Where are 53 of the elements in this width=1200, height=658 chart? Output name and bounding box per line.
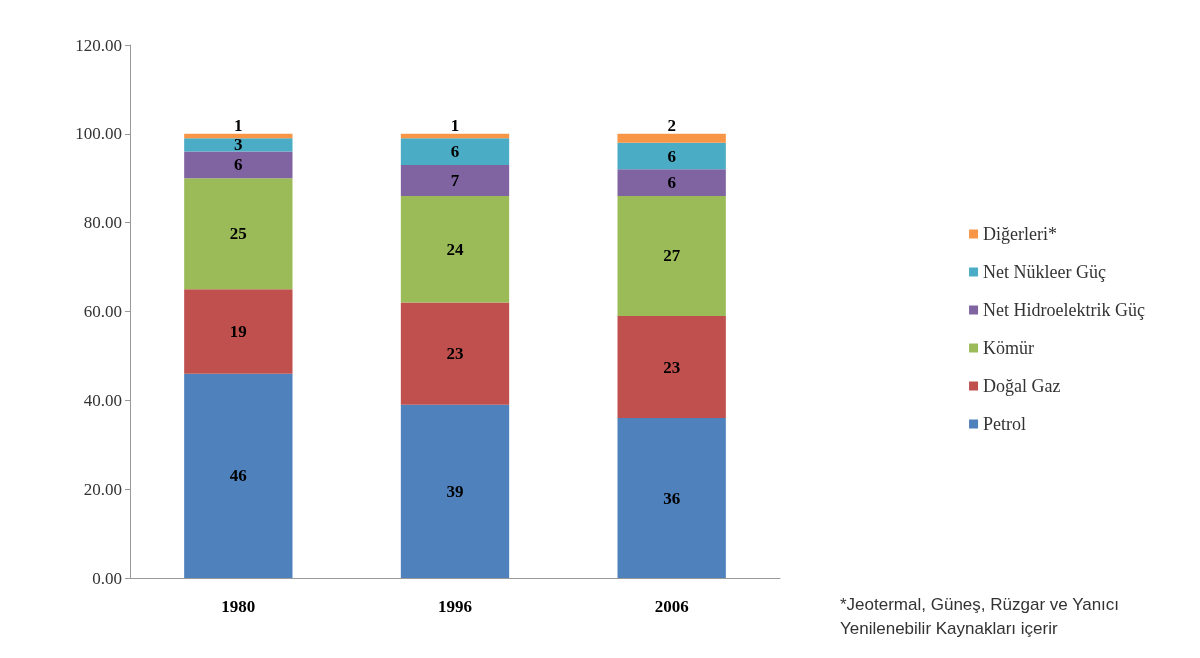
y-tick-label: 60.00 <box>83 302 122 321</box>
legend-label: Net Hidroelektrik Güç <box>983 300 1146 320</box>
data-label: 2 <box>667 115 676 135</box>
data-label: 19 <box>229 321 247 341</box>
data-label: 46 <box>229 466 247 486</box>
bar <box>400 138 510 165</box>
data-label: 36 <box>663 488 681 508</box>
data-label: 6 <box>667 146 676 166</box>
x-tick-label: 1996 <box>438 597 472 616</box>
bar <box>184 178 293 290</box>
bar <box>184 151 293 179</box>
data-label: 23 <box>663 357 681 377</box>
legend-label: Doğal Gaz <box>983 376 1061 396</box>
bar <box>184 138 293 152</box>
y-tick-label: 80.00 <box>83 213 122 233</box>
bar <box>400 164 510 197</box>
legend-label: Net Nükleer Güç <box>983 262 1107 282</box>
bar <box>617 133 726 143</box>
y-tick-label: 120.00 <box>75 35 122 55</box>
data-label: 23 <box>446 344 464 364</box>
bar <box>400 133 510 139</box>
data-label: 7 <box>450 170 460 190</box>
bar <box>184 373 293 578</box>
text: *Jeotermal, Güneş, Rüzgar ve Yanıcı Yenilenebilir Kaynakları içerir <box>840 594 1124 638</box>
bar <box>184 289 293 374</box>
bar <box>184 133 293 139</box>
y-tick-label: 0.00 <box>92 568 122 588</box>
x-tick-label: 2006 <box>654 597 689 616</box>
data-label: 6 <box>234 155 243 175</box>
x-tick-label: 1980 <box>221 597 256 616</box>
bar <box>617 418 726 578</box>
legend-label: Diğerleri* <box>983 224 1058 244</box>
data-label: 24 <box>446 239 464 259</box>
data-label: 6 <box>667 173 676 193</box>
data-label: 27 <box>663 246 681 266</box>
bar <box>400 404 510 578</box>
y-tick-label: 40.00 <box>83 390 122 410</box>
legend-label: Kömür <box>983 338 1035 358</box>
y-tick-label: 20.00 <box>83 479 122 499</box>
bar <box>617 142 726 170</box>
legend-label: Petrol <box>983 414 1027 434</box>
y-tick-label: 100.00 <box>75 124 122 144</box>
bar <box>617 196 726 316</box>
bar <box>617 169 726 197</box>
data-label: 25 <box>229 224 247 244</box>
bar <box>617 315 726 419</box>
data-label: 1 <box>234 115 243 135</box>
data-label: 1 <box>450 115 460 135</box>
bar <box>400 302 510 405</box>
data-label: 6 <box>450 142 460 162</box>
data-label: 3 <box>234 135 243 155</box>
bar <box>400 196 510 303</box>
data-label: 39 <box>446 481 464 501</box>
